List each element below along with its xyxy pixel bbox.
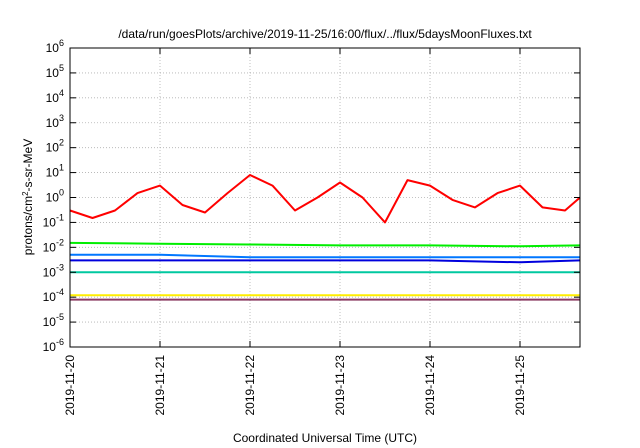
grid-layer [70, 48, 580, 347]
y-tick-label: 102 [46, 138, 64, 155]
x-tick-label: 2019-11-24 [423, 355, 437, 416]
x-tick-label: 2019-11-20 [63, 355, 77, 416]
series-line-4 [70, 259, 581, 264]
y-tick-label: 10-5 [43, 312, 64, 329]
y-axis-label-sup: 2 [21, 191, 30, 196]
tick-layer: 10-6 10-5 10-4 10-3 10-2 10-1 100 101 102 103 104 1… [43, 38, 580, 416]
y-tick-label: 10-1 [43, 212, 64, 229]
chart-title: /data/run/goesPlots/archive/2019-11-25/1… [118, 27, 532, 41]
series-line-2 [69, 241, 581, 248]
series-line-3 [70, 253, 580, 259]
x-tick-label: 2019-11-23 [333, 355, 347, 416]
y-tick-label: 10-2 [43, 237, 64, 254]
x-axis-label: Coordinated Universal Time (UTC) [233, 431, 417, 445]
y-tick-label: 106 [46, 38, 64, 55]
y-axis-label-base: protons/cm [21, 196, 35, 255]
y-tick-label: 10-4 [43, 287, 64, 304]
series-layer [69, 174, 581, 301]
y-tick-label: 10-6 [43, 337, 64, 354]
x-tick-label: 2019-11-22 [243, 355, 257, 416]
x-tick-label: 2019-11-25 [513, 355, 527, 416]
y-tick-label: 104 [46, 88, 64, 105]
y-tick-label: 103 [46, 113, 64, 130]
y-axis-label: protons/cm2-s-sr-MeV [21, 139, 35, 255]
series-line-1 [69, 174, 581, 224]
y-tick-label: 101 [46, 163, 64, 180]
x-tick-label: 2019-11-21 [153, 355, 167, 416]
y-axis-label-rest: -s-sr-MeV [21, 139, 35, 192]
y-tick-label: 105 [46, 63, 64, 80]
y-tick-label: 10-3 [43, 262, 64, 279]
y-tick-label: 100 [46, 188, 64, 205]
